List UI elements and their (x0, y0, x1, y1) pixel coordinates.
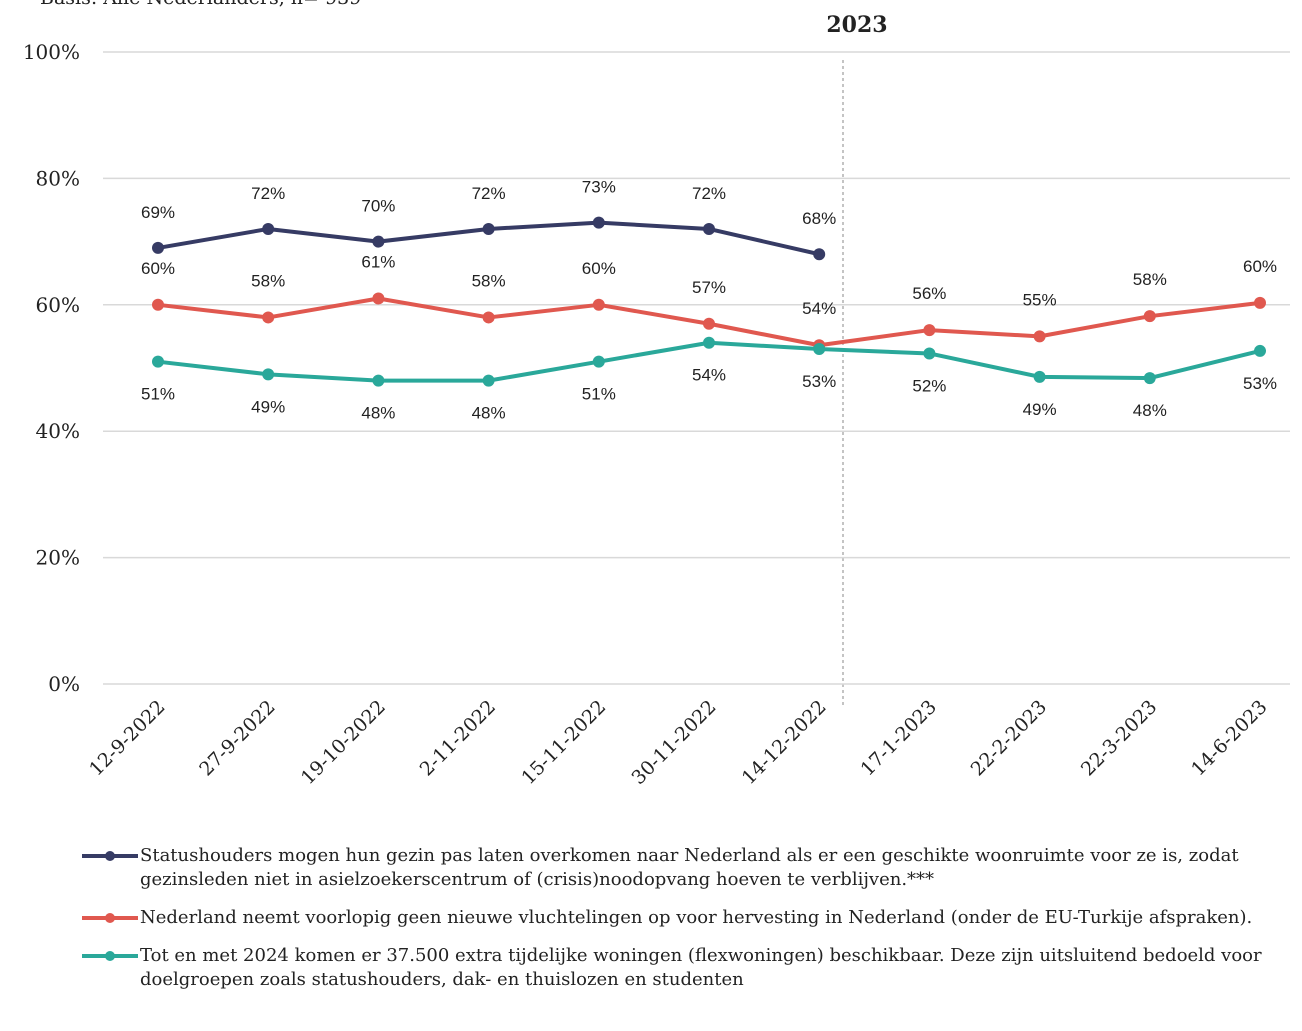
marker (703, 317, 715, 330)
marker (372, 235, 385, 248)
x-tick-label: 17-1-2023 (856, 696, 940, 780)
x-tick-label: 19-10-2022 (297, 696, 390, 789)
legend-dot (105, 951, 115, 961)
x-tick-label: 27-9-2022 (195, 696, 279, 780)
marker (1254, 296, 1266, 309)
y-tick-label: 40% (36, 419, 80, 443)
data-label: 49% (1023, 400, 1057, 419)
marker (813, 248, 826, 261)
data-label: 48% (361, 404, 395, 423)
data-label: 58% (1133, 270, 1167, 289)
legend-text: Nederland neemt voorlopig geen nieuwe vl… (140, 907, 1253, 928)
data-label: 54% (692, 366, 726, 385)
legend-item: Nederland neemt voorlopig geen nieuwe vl… (80, 906, 1280, 930)
data-label: 54% (802, 299, 836, 318)
marker (372, 292, 385, 305)
marker (703, 222, 715, 235)
marker (262, 368, 275, 381)
marker (262, 311, 275, 324)
data-label: 51% (582, 385, 616, 404)
y-tick-label: 60% (36, 293, 80, 317)
legend-text: Statushouders mogen hun gezin pas laten … (140, 845, 1239, 890)
marker (1033, 330, 1046, 343)
legend-item: Statushouders mogen hun gezin pas laten … (80, 844, 1280, 892)
data-label: 70% (361, 197, 395, 216)
marker (1254, 344, 1266, 357)
legend-marker (82, 951, 138, 961)
marker (1033, 370, 1046, 383)
data-label: 73% (582, 178, 616, 197)
marker (1143, 372, 1156, 385)
data-label: 61% (361, 252, 395, 271)
legend-marker (82, 851, 138, 861)
marker (923, 324, 936, 337)
data-label: 58% (251, 271, 285, 290)
y-tick-label: 0% (48, 672, 80, 696)
legend-dot (105, 851, 115, 861)
marker (592, 355, 605, 368)
data-label: 72% (251, 184, 285, 203)
marker (703, 336, 715, 349)
marker (1143, 310, 1156, 323)
marker (152, 355, 164, 368)
marker (482, 374, 495, 387)
legend-marker (82, 913, 138, 923)
data-label: 60% (1243, 257, 1277, 276)
y-tick-label: 20% (36, 546, 80, 570)
marker (482, 311, 495, 324)
data-label: 72% (472, 184, 506, 203)
legend-text: Tot en met 2024 komen er 37.500 extra ti… (140, 945, 1262, 990)
y-tick-label: 100% (23, 40, 80, 64)
marker (813, 343, 826, 356)
x-tick-label: 22-2-2023 (967, 696, 1051, 780)
data-label: 56% (912, 284, 946, 303)
data-label: 60% (141, 259, 175, 278)
marker (372, 374, 385, 387)
marker (482, 222, 495, 235)
legend: Statushouders mogen hun gezin pas laten … (80, 844, 1280, 1006)
annotation: 2023 (826, 12, 887, 38)
legend-dot (105, 913, 115, 923)
data-label: 72% (692, 184, 726, 203)
data-label: 58% (472, 271, 506, 290)
marker (152, 241, 164, 254)
data-label: 49% (251, 397, 285, 416)
y-tick-label: 80% (36, 166, 80, 190)
x-tick-label: 22-3-2023 (1077, 696, 1161, 780)
legend-item: Tot en met 2024 komen er 37.500 extra ti… (80, 944, 1280, 992)
data-label: 48% (1133, 401, 1167, 420)
data-label: 68% (802, 209, 836, 228)
data-label: 53% (802, 372, 836, 391)
chart: Basis: Alle Nederlanders, n= 939 2023 0%… (23, 0, 1290, 789)
subtitle: Basis: Alle Nederlanders, n= 939 (40, 0, 361, 9)
data-label: 55% (1023, 290, 1057, 309)
x-tick-label: 14-6-2023 (1187, 696, 1271, 780)
marker (923, 347, 936, 360)
marker (592, 216, 605, 229)
marker (152, 298, 164, 311)
data-label: 69% (141, 203, 175, 222)
data-label: 48% (472, 404, 506, 423)
marker (592, 298, 605, 311)
x-tick-label: 15-11-2022 (517, 696, 610, 789)
data-label: 57% (692, 278, 726, 297)
data-label: 52% (912, 376, 946, 395)
x-tick-label: 14-12-2022 (738, 696, 831, 789)
x-tick-label: 2-11-2022 (416, 696, 500, 780)
data-label: 53% (1243, 374, 1277, 393)
marker (262, 222, 275, 235)
data-label: 60% (582, 259, 616, 278)
x-tick-label: 12-9-2022 (85, 696, 169, 780)
data-label: 51% (141, 385, 175, 404)
x-tick-label: 30-11-2022 (628, 696, 721, 789)
